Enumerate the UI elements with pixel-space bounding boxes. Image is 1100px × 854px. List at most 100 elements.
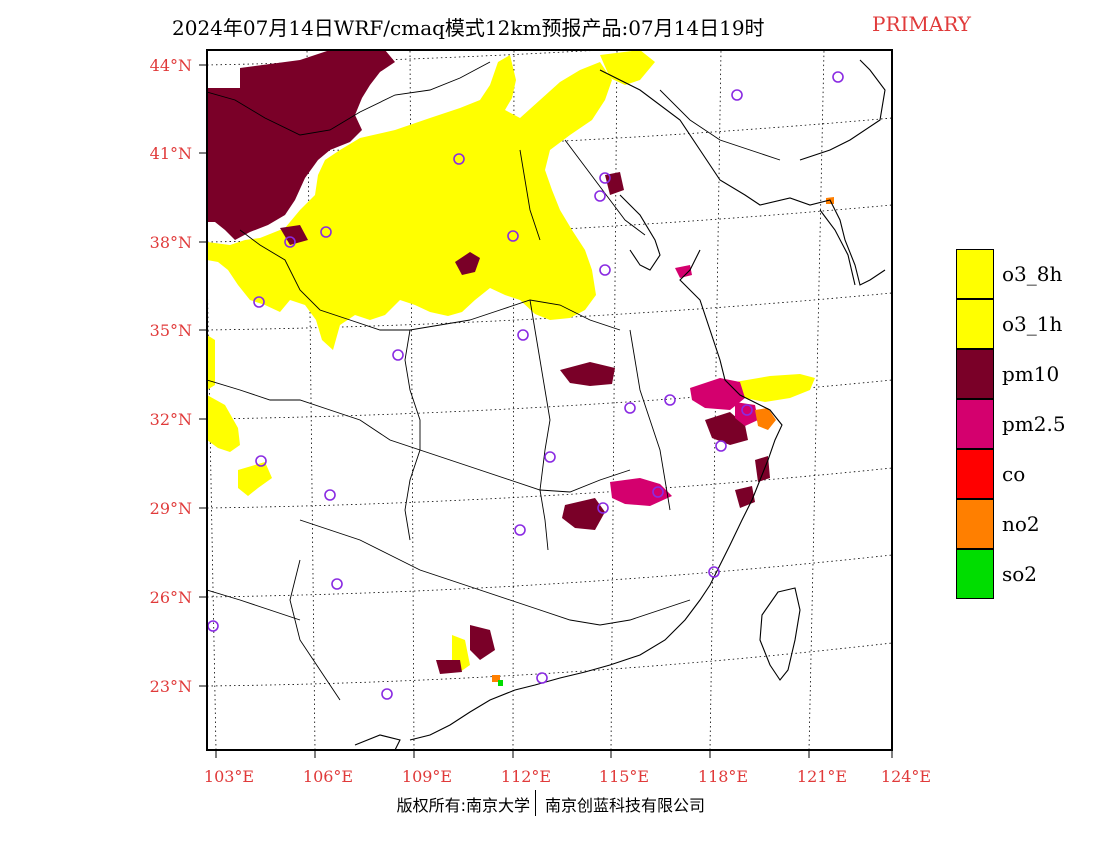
- station-marker: [381, 688, 393, 700]
- parallel-44n: [207, 50, 609, 66]
- lon-label: 106°E: [303, 767, 353, 786]
- legend-swatch: [956, 449, 994, 499]
- station-marker: [708, 566, 720, 578]
- station-marker: [255, 455, 267, 467]
- boundary-line-9: [529, 299, 551, 551]
- station-marker: [207, 620, 219, 632]
- legend-label: so2: [1002, 562, 1038, 586]
- primary-tag: PRIMARY: [872, 12, 971, 36]
- station-marker: [741, 404, 753, 416]
- legend-item-pm25: pm2.5: [956, 399, 1096, 449]
- pollutant-legend: o3_8h o3_1h pm10 pm2.5 co no2 so2: [956, 249, 1096, 599]
- station-marker: [652, 486, 664, 498]
- boundary-line-7: [509, 599, 691, 626]
- o3-region-sichuan-west: [207, 395, 240, 452]
- pm25-region-anhui: [675, 265, 692, 278]
- parallel-23n: [207, 642, 892, 687]
- pollutant-shading: [207, 50, 834, 686]
- legend-item-so2: so2: [956, 549, 1096, 599]
- lat-label: 44°N: [150, 56, 192, 75]
- lat-label: 23°N: [150, 677, 192, 696]
- legend-item-o3-1h: o3_1h: [956, 299, 1096, 349]
- legend-swatch: [956, 249, 994, 299]
- lon-label: 112°E: [501, 767, 551, 786]
- station-marker: [715, 440, 727, 452]
- lon-label: 118°E: [698, 767, 748, 786]
- parallel-29n: [207, 467, 892, 509]
- boundary-line-2: [239, 229, 471, 331]
- boundary-line-4: [207, 379, 421, 451]
- lon-label: 115°E: [599, 767, 649, 786]
- copyright-divider: [535, 790, 536, 816]
- so2-region-guangdong: [498, 680, 503, 686]
- boundary-line-6: [299, 519, 511, 601]
- lon-label: 121°E: [797, 767, 847, 786]
- legend-item-o3-8h: o3_8h: [956, 249, 1096, 299]
- copyright-owner: 版权所有:南京大学: [396, 796, 530, 815]
- legend-label: o3_1h: [1002, 312, 1063, 336]
- o3-region-west-edge: [207, 335, 215, 390]
- lon-label: 103°E: [204, 767, 254, 786]
- station-marker: [284, 236, 296, 248]
- station-marker: [664, 394, 676, 406]
- lat-label: 32°N: [150, 410, 192, 429]
- legend-swatch: [956, 399, 994, 449]
- station-marker: [731, 89, 743, 101]
- pm10-region-fujian: [735, 486, 755, 508]
- parallel-26n: [207, 554, 892, 598]
- pm10-region-shandong: [455, 252, 480, 275]
- station-markers: [207, 71, 844, 700]
- station-marker: [392, 349, 404, 361]
- lon-label: 109°E: [402, 767, 452, 786]
- lat-label: 29°N: [150, 499, 192, 518]
- boundary-line-15: [207, 589, 301, 621]
- legend-label: pm10: [1002, 362, 1060, 386]
- title-bar: 2024年07月14日WRF/cmaq模式12km预报产品:07月14日19时 …: [0, 10, 1100, 40]
- map-frame: [206, 49, 893, 751]
- legend-label: no2: [1002, 512, 1040, 536]
- meridian-124e: [891, 742, 892, 750]
- boundary-line-10: [629, 329, 671, 511]
- map-content: [207, 50, 892, 750]
- lon-label: 124°E: [881, 767, 931, 786]
- legend-swatch: [956, 299, 994, 349]
- lat-ticks: [199, 64, 207, 687]
- pm10-region-jiangxi: [562, 498, 605, 530]
- station-marker: [536, 672, 548, 684]
- pm10-region-guangdong: [470, 625, 495, 660]
- coastline: [409, 69, 886, 741]
- copyright-company: 南京创蓝科技有限公司: [545, 796, 706, 815]
- boundary-line-1: [207, 61, 491, 136]
- boundary-line-5: [419, 449, 631, 493]
- station-marker: [599, 172, 611, 184]
- parallel-32n: [207, 379, 892, 420]
- copyright-bar: 版权所有:南京大学 南京创蓝科技有限公司: [0, 790, 1100, 816]
- station-marker: [517, 329, 529, 341]
- pm10-region-yangtze-delta: [705, 412, 748, 445]
- boundary-line-3: [469, 299, 621, 331]
- korea-outline: [799, 59, 886, 286]
- lat-label: 26°N: [150, 588, 192, 607]
- boundary-line-11: [564, 139, 646, 236]
- coastline-bohai: [619, 194, 661, 271]
- station-marker: [324, 489, 336, 501]
- station-marker: [594, 190, 606, 202]
- boundary-line-13: [659, 89, 781, 161]
- boundary-line-14: [289, 559, 341, 701]
- pm10-region-guangxi-south: [436, 660, 462, 674]
- station-marker: [507, 230, 519, 242]
- station-marker: [514, 524, 526, 536]
- station-marker: [624, 402, 636, 414]
- o3-region-north: [207, 55, 612, 350]
- lon-labels: 103°E 106°E 109°E 112°E 115°E 118°E 121°…: [204, 767, 931, 786]
- station-marker: [253, 296, 265, 308]
- station-marker: [597, 502, 609, 514]
- boundary-line-12: [519, 149, 541, 241]
- hainan-outline: [354, 734, 401, 750]
- taiwan-outline: [759, 587, 801, 681]
- pm10-region-northwest: [207, 50, 395, 240]
- boundary-line-8: [404, 329, 421, 541]
- pm10-region-shanxi: [280, 225, 308, 245]
